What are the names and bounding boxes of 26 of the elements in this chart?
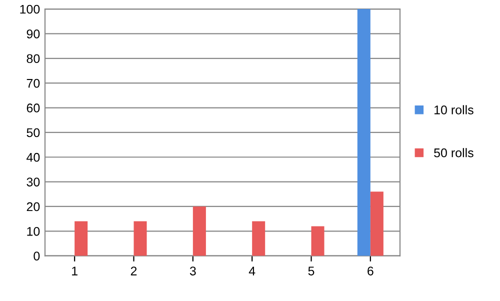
bar (357, 9, 370, 256)
y-tick-label: 20 (26, 202, 40, 212)
bar (134, 221, 147, 256)
y-tick-label: 80 (26, 54, 40, 64)
y-tick-label: 100 (20, 4, 40, 14)
x-tick-label: 5 (308, 266, 314, 276)
bar (370, 192, 384, 256)
x-tick-label: 4 (248, 266, 256, 276)
y-tick-label: 10 (27, 226, 40, 236)
x-tick-label: 3 (190, 266, 196, 276)
y-tick-label: 60 (26, 104, 40, 112)
legend-label: 50 rolls (434, 148, 474, 158)
bar (252, 221, 266, 256)
bar (74, 221, 88, 256)
y-tick-label: 90 (26, 30, 40, 38)
legend-label: 10 rolls (434, 105, 474, 114)
x-tick-label: 2 (130, 266, 137, 276)
x-tick-label: 1 (72, 266, 78, 276)
y-tick-label: 50 (26, 128, 40, 138)
y-tick-label: 0 (34, 252, 40, 260)
y-tick-label: 70 (26, 78, 40, 88)
y-tick-label: 40 (26, 152, 40, 162)
bar (192, 206, 206, 256)
x-tick-label: 6 (368, 266, 374, 276)
bar (311, 226, 324, 256)
y-tick-label: 30 (26, 178, 40, 186)
